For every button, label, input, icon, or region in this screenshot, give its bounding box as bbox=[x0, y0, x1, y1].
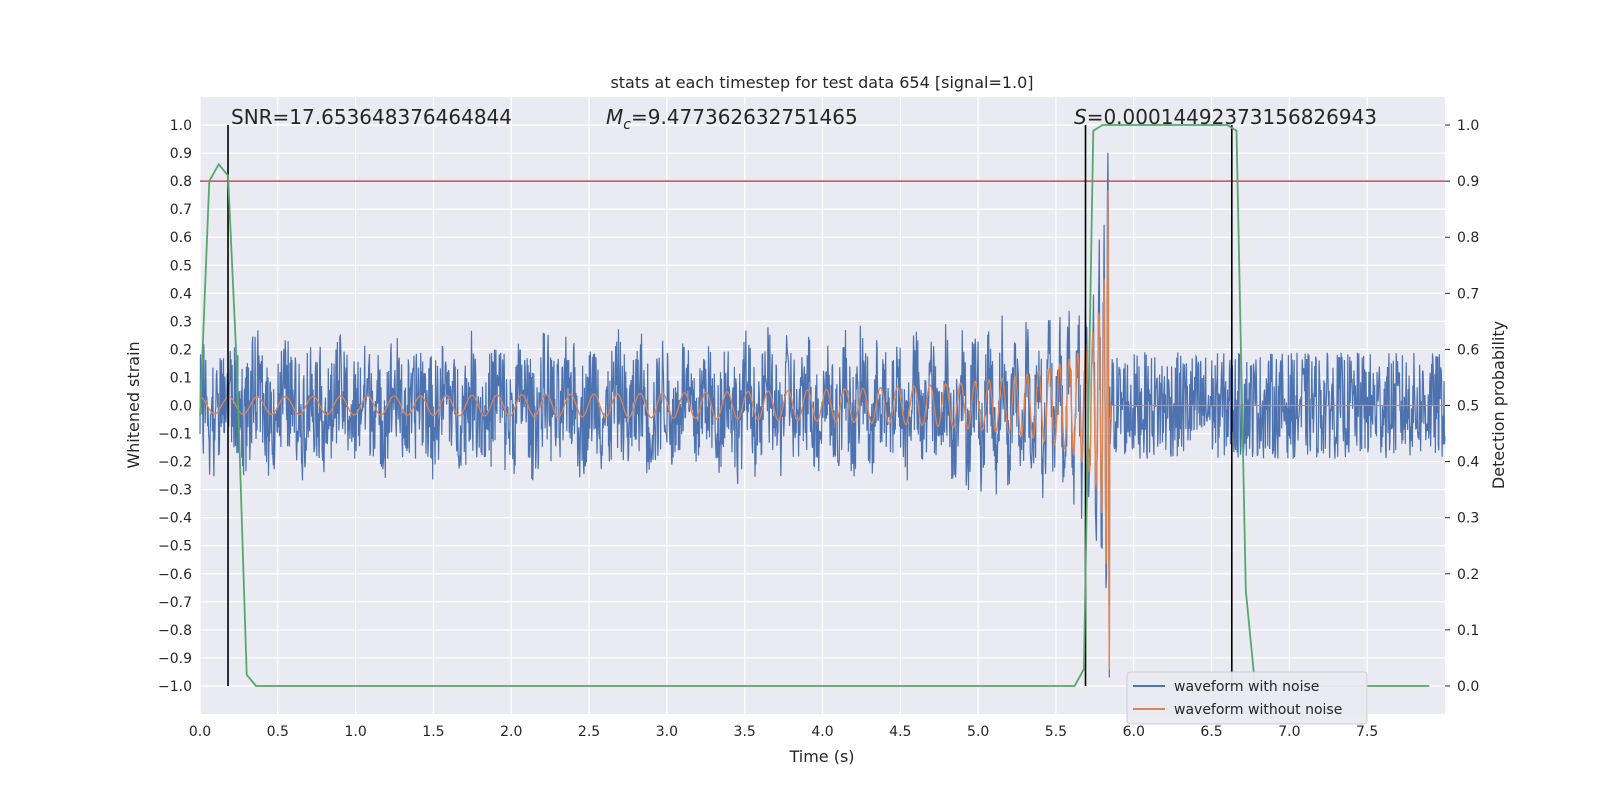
y-tick-label: 1.0 bbox=[170, 118, 192, 134]
chirp-mass-annotation: Mc=9.477362632751465 bbox=[606, 105, 858, 133]
x-tick-label: 7.0 bbox=[1278, 724, 1300, 740]
x-tick-label: 4.0 bbox=[811, 724, 833, 740]
y-right-tick-label: 0.0 bbox=[1457, 679, 1479, 695]
y-right-tick-label: 0.6 bbox=[1457, 342, 1479, 358]
s-annotation: S=0.00014492373156826943 bbox=[1074, 105, 1377, 129]
x-tick-label: 1.5 bbox=[422, 724, 444, 740]
y-tick-label: 0.4 bbox=[170, 286, 192, 302]
y-tick-label: 0.6 bbox=[170, 230, 192, 246]
traces bbox=[199, 152, 1446, 678]
y-tick-label: 0.2 bbox=[170, 342, 192, 358]
chart-title: stats at each timestep for test data 654… bbox=[610, 73, 1033, 92]
y-tick-label: −0.9 bbox=[158, 651, 192, 667]
x-tick-label: 5.0 bbox=[967, 724, 989, 740]
x-tick-label: 0.5 bbox=[267, 724, 289, 740]
x-tick-label: 0.0 bbox=[189, 724, 211, 740]
x-tick-label: 6.0 bbox=[1123, 724, 1145, 740]
y-right-tick-label: 0.8 bbox=[1457, 230, 1479, 246]
y-tick-label: −0.2 bbox=[158, 455, 192, 471]
y-tick-label: 0.7 bbox=[170, 202, 192, 218]
y-tick-label: −0.8 bbox=[158, 623, 192, 639]
y-tick-label: 0.1 bbox=[170, 370, 192, 386]
legend: waveform with noise waveform without noi… bbox=[1126, 671, 1368, 725]
y-axis-label: Whitened strain bbox=[124, 341, 143, 468]
x-axis-ticks: 0.0 0.5 1.0 1.5 2.0 2.5 3.0 3.5 4.0 4.5 5.0 5.5 6.0 6… bbox=[189, 724, 1378, 740]
x-tick-label: 1.0 bbox=[344, 724, 366, 740]
y-right-tick-label: 0.9 bbox=[1457, 174, 1479, 190]
y-axis-right-ticks: 0.0 0.1 0.2 0.3 0.4 0.5 0.6 0.7 0.8 0.9 1.0 bbox=[1445, 118, 1479, 695]
y-tick-label: 0.5 bbox=[170, 258, 192, 274]
y-tick-label: −0.5 bbox=[158, 539, 192, 555]
series-detection-probability bbox=[199, 124, 1430, 687]
x-tick-label: 3.0 bbox=[656, 724, 678, 740]
y-right-tick-label: 0.2 bbox=[1457, 567, 1479, 583]
legend-box bbox=[1126, 671, 1368, 725]
y-axis-ticks: −1.0 −0.9 −0.8 −0.7 −0.6 −0.5 −0.4 −0.3 −0.2 −0.1… bbox=[158, 118, 192, 695]
y-tick-label: −0.3 bbox=[158, 483, 192, 499]
x-tick-label: 7.5 bbox=[1356, 724, 1378, 740]
y-right-tick-label: 0.3 bbox=[1457, 511, 1479, 527]
x-axis-label: Time (s) bbox=[788, 747, 854, 766]
x-tick-label: 4.5 bbox=[889, 724, 911, 740]
y-right-tick-label: 0.7 bbox=[1457, 286, 1479, 302]
y-tick-label: −0.6 bbox=[158, 567, 192, 583]
x-tick-label: 6.5 bbox=[1200, 724, 1222, 740]
x-tick-label: 2.5 bbox=[578, 724, 600, 740]
series-waveform-with-noise bbox=[199, 152, 1446, 678]
y-right-tick-label: 0.4 bbox=[1457, 455, 1479, 471]
legend-label-clean: waveform without noise bbox=[1174, 702, 1342, 718]
x-tick-label: 5.5 bbox=[1045, 724, 1067, 740]
y-tick-label: 0.8 bbox=[170, 174, 192, 190]
y-right-tick-label: 1.0 bbox=[1457, 118, 1479, 134]
y-right-tick-label: 0.5 bbox=[1457, 399, 1479, 415]
y-tick-label: −0.1 bbox=[158, 427, 192, 443]
x-tick-label: 2.0 bbox=[500, 724, 522, 740]
y-tick-label: −1.0 bbox=[158, 679, 192, 695]
y-tick-label: −0.4 bbox=[158, 511, 192, 527]
y-tick-label: 0.3 bbox=[170, 314, 192, 330]
y-axis-right-label: Detection probability bbox=[1489, 321, 1508, 489]
x-tick-label: 3.5 bbox=[734, 724, 756, 740]
y-tick-label: −0.7 bbox=[158, 595, 192, 611]
y-tick-label: 0.9 bbox=[170, 146, 192, 162]
y-tick-label: 0.0 bbox=[170, 399, 192, 415]
snr-annotation: SNR=17.653648376464844 bbox=[231, 105, 512, 129]
overlays bbox=[199, 124, 1445, 687]
series-waveform-without-noise bbox=[200, 190, 1445, 670]
legend-label-noise: waveform with noise bbox=[1174, 679, 1319, 695]
y-right-tick-label: 0.1 bbox=[1457, 623, 1479, 639]
